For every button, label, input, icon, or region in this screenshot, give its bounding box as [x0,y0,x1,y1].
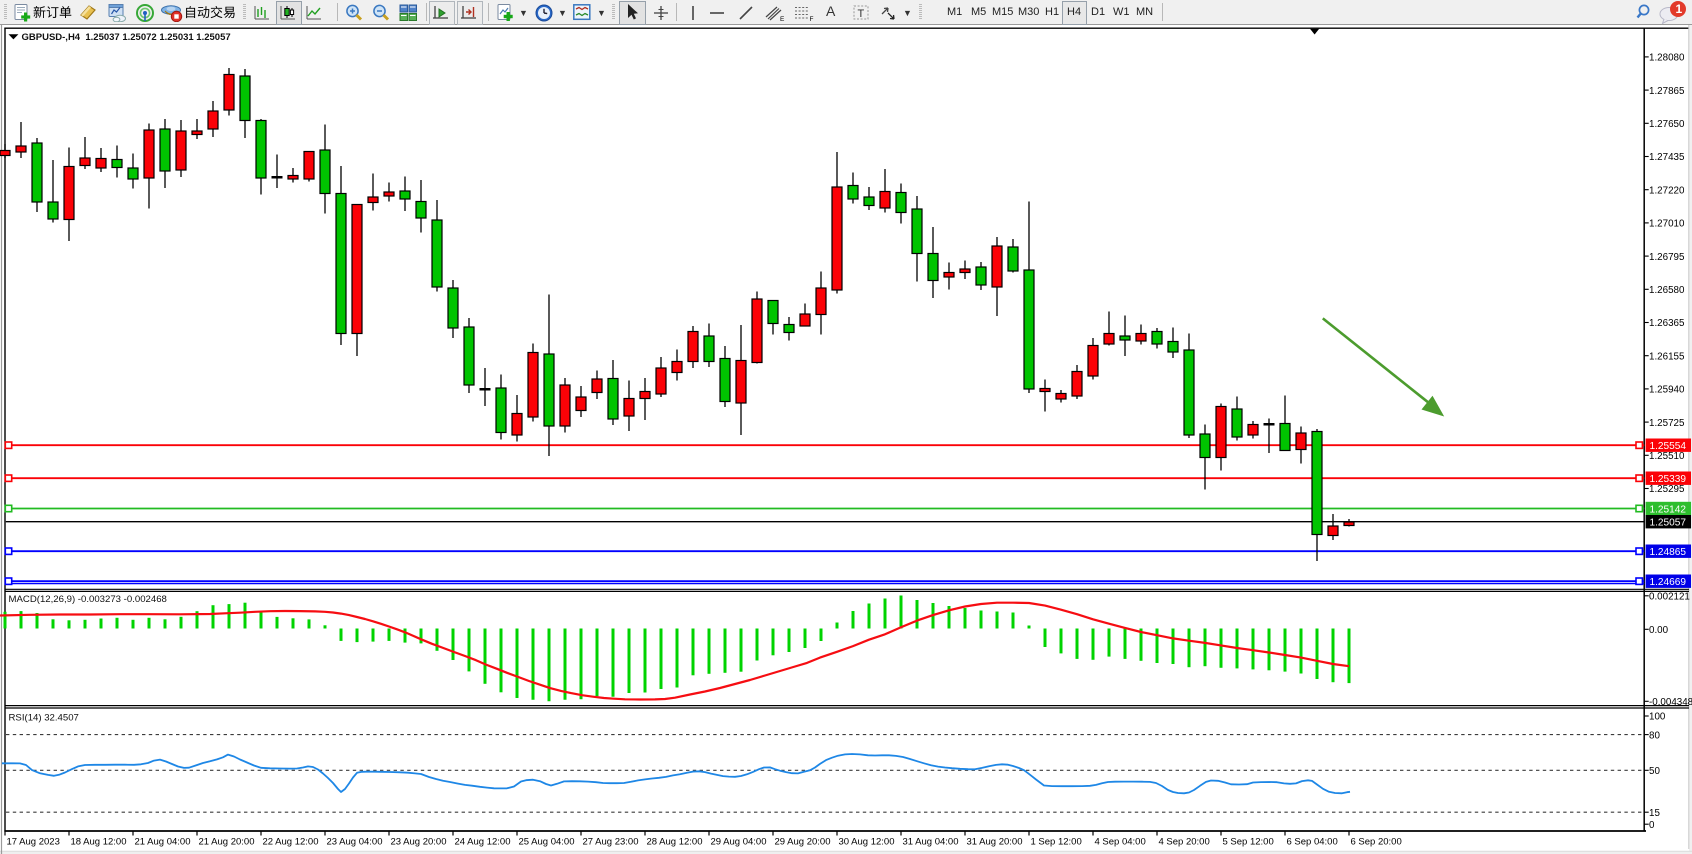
svg-text:21 Aug 20:00: 21 Aug 20:00 [199,836,255,847]
svg-text:29 Aug 04:00: 29 Aug 04:00 [711,836,767,847]
svg-text:1.25339: 1.25339 [1650,474,1687,485]
svg-text:23 Aug 04:00: 23 Aug 04:00 [327,836,383,847]
svg-text:31 Aug 04:00: 31 Aug 04:00 [903,836,959,847]
svg-text:1 Sep 12:00: 1 Sep 12:00 [1031,836,1082,847]
svg-text:1.26155: 1.26155 [1649,351,1685,362]
svg-text:15: 15 [1649,808,1660,819]
svg-text:80: 80 [1649,730,1660,741]
svg-text:22 Aug 12:00: 22 Aug 12:00 [263,836,319,847]
svg-text:1.26580: 1.26580 [1649,285,1685,296]
svg-text:27 Aug 23:00: 27 Aug 23:00 [583,836,639,847]
svg-text:1.25554: 1.25554 [1650,441,1687,452]
svg-text:0.00: 0.00 [1649,625,1669,636]
svg-text:6 Sep 20:00: 6 Sep 20:00 [1351,836,1402,847]
svg-text:MACD(12,26,9) -0.003273 -0.002: MACD(12,26,9) -0.003273 -0.002468 [9,594,167,605]
svg-text:5 Sep 12:00: 5 Sep 12:00 [1223,836,1274,847]
svg-text:1.25142: 1.25142 [1650,504,1687,515]
svg-text:1.25295: 1.25295 [1649,484,1685,495]
svg-text:24 Aug 12:00: 24 Aug 12:00 [455,836,511,847]
svg-text:17 Aug 2023: 17 Aug 2023 [7,836,60,847]
svg-text:1.28080: 1.28080 [1649,53,1685,64]
svg-text:23 Aug 20:00: 23 Aug 20:00 [391,836,447,847]
svg-text:1.27435: 1.27435 [1649,152,1685,163]
svg-text:E: E [780,16,785,22]
svg-text:25 Aug 04:00: 25 Aug 04:00 [519,836,575,847]
svg-text:T: T [858,8,865,20]
svg-text:RSI(14) 32.4507: RSI(14) 32.4507 [9,713,79,724]
svg-text:1.26795: 1.26795 [1649,252,1685,263]
svg-text:1.27865: 1.27865 [1649,86,1685,97]
svg-text:50: 50 [1649,766,1660,777]
svg-text:4 Sep 20:00: 4 Sep 20:00 [1159,836,1210,847]
svg-text:GBPUSD-,H4 1.25037 1.25072 1.: GBPUSD-,H4 1.25037 1.25072 1.25031 1.250… [22,32,231,43]
svg-text:1.27650: 1.27650 [1649,119,1685,130]
svg-text:F: F [810,16,814,22]
svg-text:-0.004348: -0.004348 [1649,697,1692,708]
svg-text:0: 0 [1649,820,1655,831]
svg-text:1.27010: 1.27010 [1649,219,1685,230]
svg-text:1.25725: 1.25725 [1649,418,1685,429]
svg-text:4 Sep 04:00: 4 Sep 04:00 [1095,836,1146,847]
svg-text:30 Aug 12:00: 30 Aug 12:00 [839,836,895,847]
svg-text:1.26365: 1.26365 [1649,318,1685,329]
svg-text:1.24669: 1.24669 [1650,577,1687,588]
svg-text:100: 100 [1649,712,1666,723]
svg-text:1.25940: 1.25940 [1649,385,1685,396]
svg-text:29 Aug 20:00: 29 Aug 20:00 [775,836,831,847]
svg-text:1.25510: 1.25510 [1649,451,1685,462]
svg-text:1.24865: 1.24865 [1650,547,1687,558]
svg-text:28 Aug 12:00: 28 Aug 12:00 [647,836,703,847]
svg-text:1.27220: 1.27220 [1649,185,1685,196]
svg-text:31 Aug 20:00: 31 Aug 20:00 [967,836,1023,847]
svg-text:6 Sep 04:00: 6 Sep 04:00 [1287,836,1338,847]
svg-text:1.25057: 1.25057 [1650,518,1687,529]
svg-text:18 Aug 12:00: 18 Aug 12:00 [71,836,127,847]
svg-text:0.002121: 0.002121 [1649,592,1690,603]
svg-text:21 Aug 04:00: 21 Aug 04:00 [135,836,191,847]
